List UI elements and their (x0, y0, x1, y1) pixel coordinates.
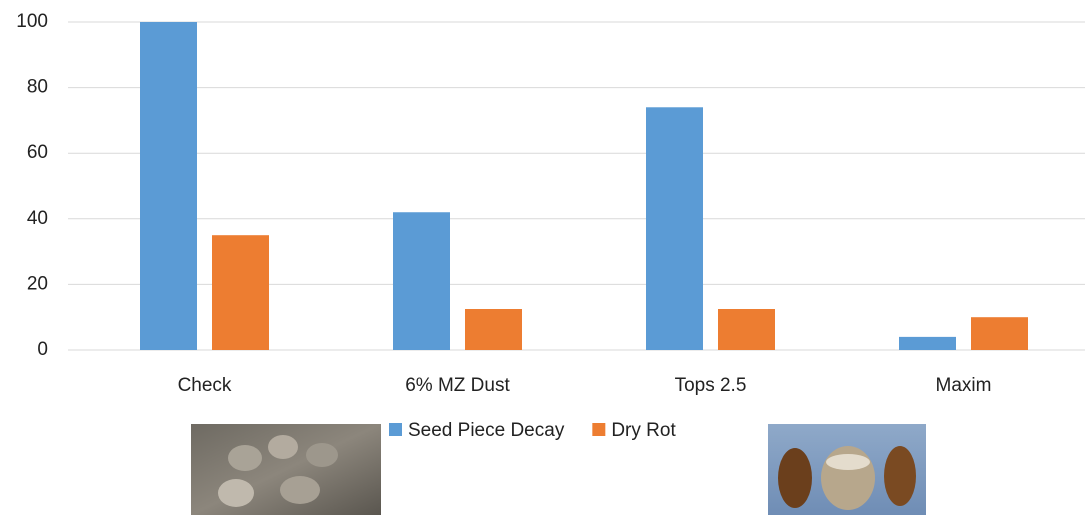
y-tick-label: 40 (27, 208, 48, 229)
legend-label: Seed Piece Decay (408, 420, 565, 441)
x-tick-label: Maxim (936, 375, 992, 396)
bar (212, 235, 269, 350)
x-tick-label: Check (178, 375, 232, 396)
bar (646, 107, 703, 350)
x-tick-label: 6% MZ Dust (405, 375, 510, 396)
chart: 0 20 40 60 80 100 Check 6% MZ Dust Tops 2.5 Maxim… (0, 0, 1086, 515)
legend-swatch (592, 423, 605, 436)
bar (718, 309, 775, 350)
bar (140, 22, 197, 350)
y-tick-label: 0 (37, 339, 48, 360)
legend-swatch (389, 423, 402, 436)
legend-label: Dry Rot (611, 420, 676, 441)
photo-left (191, 424, 381, 515)
bar (465, 309, 522, 350)
bar (899, 337, 956, 350)
y-tick-label: 100 (16, 11, 48, 32)
y-tick-label: 80 (27, 77, 48, 98)
x-tick-label: Tops 2.5 (675, 375, 747, 396)
bar (971, 317, 1028, 350)
y-tick-label: 60 (27, 142, 48, 163)
bar (393, 212, 450, 350)
y-tick-label: 20 (27, 273, 48, 294)
photo-right (768, 424, 926, 515)
